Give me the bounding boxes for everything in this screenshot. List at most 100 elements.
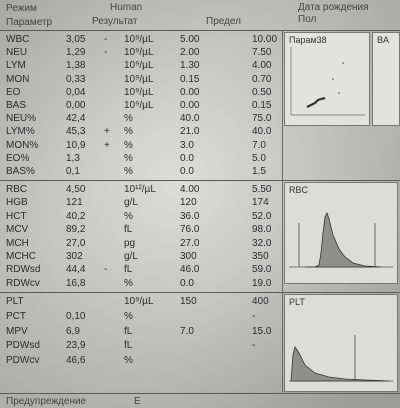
range-low: 5.00 — [180, 34, 200, 45]
range-high: 75.0 — [252, 113, 272, 125]
param-name: WBC — [6, 34, 30, 45]
section-divider-2 — [0, 292, 400, 293]
param-name: MCH — [6, 237, 29, 249]
param-name: MPV — [6, 325, 28, 337]
range-high: - — [252, 310, 256, 322]
range-high: 5.0 — [252, 152, 266, 164]
param-unit: pg — [124, 237, 136, 249]
limit-header: Предел — [206, 16, 241, 27]
range-high: 4.00 — [252, 60, 272, 72]
param-value: 16,8 — [66, 277, 86, 289]
range-high: 174 — [252, 197, 269, 209]
param-flag: + — [104, 126, 110, 138]
param-value: 89,2 — [66, 224, 86, 236]
param-unit: fL — [124, 325, 133, 337]
range-high: 19.0 — [252, 277, 272, 289]
plt-histogram — [289, 335, 393, 382]
range-low: 40.0 — [180, 113, 200, 125]
warnings-label: Предупреждение — [6, 396, 87, 407]
sex-label: Пол — [298, 14, 317, 25]
plt-histogram-panel: PLT — [284, 294, 398, 392]
param-unit: 10⁹/µL — [124, 296, 154, 307]
param-unit: fL — [124, 264, 133, 276]
param-value: 23,9 — [66, 340, 86, 352]
param-flag: - — [104, 264, 108, 276]
range-low: 0.15 — [180, 73, 200, 85]
header-divider — [0, 30, 400, 31]
param-value: 3,05 — [66, 34, 86, 45]
param-name: BAS — [6, 100, 27, 111]
range-low: 300 — [180, 251, 197, 262]
param-name: RDWsd — [6, 264, 41, 276]
footer-divider — [0, 393, 400, 394]
range-high: 0.70 — [252, 73, 272, 85]
param-name: HGB — [6, 197, 28, 209]
param-name: PDWsd — [6, 340, 40, 352]
mode-label: Режим — [6, 3, 37, 14]
param-value: 0,10 — [66, 310, 86, 322]
mode-value: Human — [110, 2, 143, 13]
range-low: 2.00 — [180, 47, 200, 59]
range-high: 7.0 — [252, 139, 266, 151]
rbc-histogram-panel: RBC — [284, 182, 398, 284]
scatter-panel: Парам38 — [284, 32, 370, 126]
range-high: 32.0 — [252, 237, 272, 249]
range-high: 1.5 — [252, 166, 266, 177]
range-low: 0.0 — [180, 152, 194, 164]
range-low: 0.00 — [180, 100, 200, 111]
param-name: MON% — [6, 139, 39, 151]
param-value: 44,4 — [66, 264, 86, 276]
param-unit: 10⁹/µL — [124, 100, 154, 111]
param-header: Параметр — [6, 17, 53, 28]
param-unit: 10⁹/µL — [124, 34, 154, 45]
param-unit: % — [124, 113, 133, 125]
param-unit: % — [124, 277, 133, 289]
range-high: 350 — [252, 251, 269, 262]
range-high: 40.0 — [252, 126, 272, 138]
column-divider — [282, 30, 283, 392]
param-value: 1,29 — [66, 47, 86, 59]
range-low: 0.00 — [180, 86, 200, 98]
param-value: 1,3 — [66, 152, 80, 164]
range-high: 15.0 — [252, 325, 272, 337]
range-low: 7.0 — [180, 325, 194, 337]
range-high: 400 — [252, 296, 269, 307]
scatter-plot — [290, 47, 365, 116]
section-divider-1 — [0, 180, 400, 181]
param-unit: 10⁹/µL — [124, 47, 154, 59]
param-name: LYM — [6, 60, 26, 72]
param-value: 121 — [66, 197, 83, 209]
range-low: 76.0 — [180, 224, 200, 236]
param-name: EO% — [6, 152, 30, 164]
range-low: 46.0 — [180, 264, 200, 276]
param-value: 45,3 — [66, 126, 86, 138]
range-low: 21.0 — [180, 126, 200, 138]
param-name: PCT — [6, 310, 26, 322]
range-high: 10.00 — [252, 34, 278, 45]
param-name: RDWcv — [6, 277, 40, 289]
param-value: 42,4 — [66, 113, 86, 125]
scatter-title: Парам38 — [289, 35, 327, 45]
range-high: 5.50 — [252, 184, 272, 195]
param-unit: 10⁹/µL — [124, 73, 154, 85]
param-value: 40,2 — [66, 210, 86, 222]
param-unit: % — [124, 166, 133, 177]
param-unit: 10⁹/µL — [124, 86, 154, 98]
param-name: MCV — [6, 224, 29, 236]
param-flag: + — [104, 139, 110, 151]
param-unit: g/L — [124, 197, 138, 209]
range-high: 0.15 — [252, 100, 272, 111]
basophil-panel: BA — [372, 32, 400, 126]
param-name: NEU% — [6, 113, 37, 125]
param-unit: % — [124, 210, 133, 222]
param-flag: - — [104, 34, 108, 45]
param-value: 0,04 — [66, 86, 86, 98]
range-high: 59.0 — [252, 264, 272, 276]
param-name: PDWcv — [6, 355, 40, 367]
param-name: BAS% — [6, 166, 35, 177]
warnings-value: E — [134, 396, 141, 407]
rbc-histogram-title: RBC — [289, 185, 309, 195]
range-low: 0.0 — [180, 277, 194, 289]
range-low: 0.0 — [180, 166, 194, 177]
birthdate-label: Дата рождения — [298, 2, 369, 13]
